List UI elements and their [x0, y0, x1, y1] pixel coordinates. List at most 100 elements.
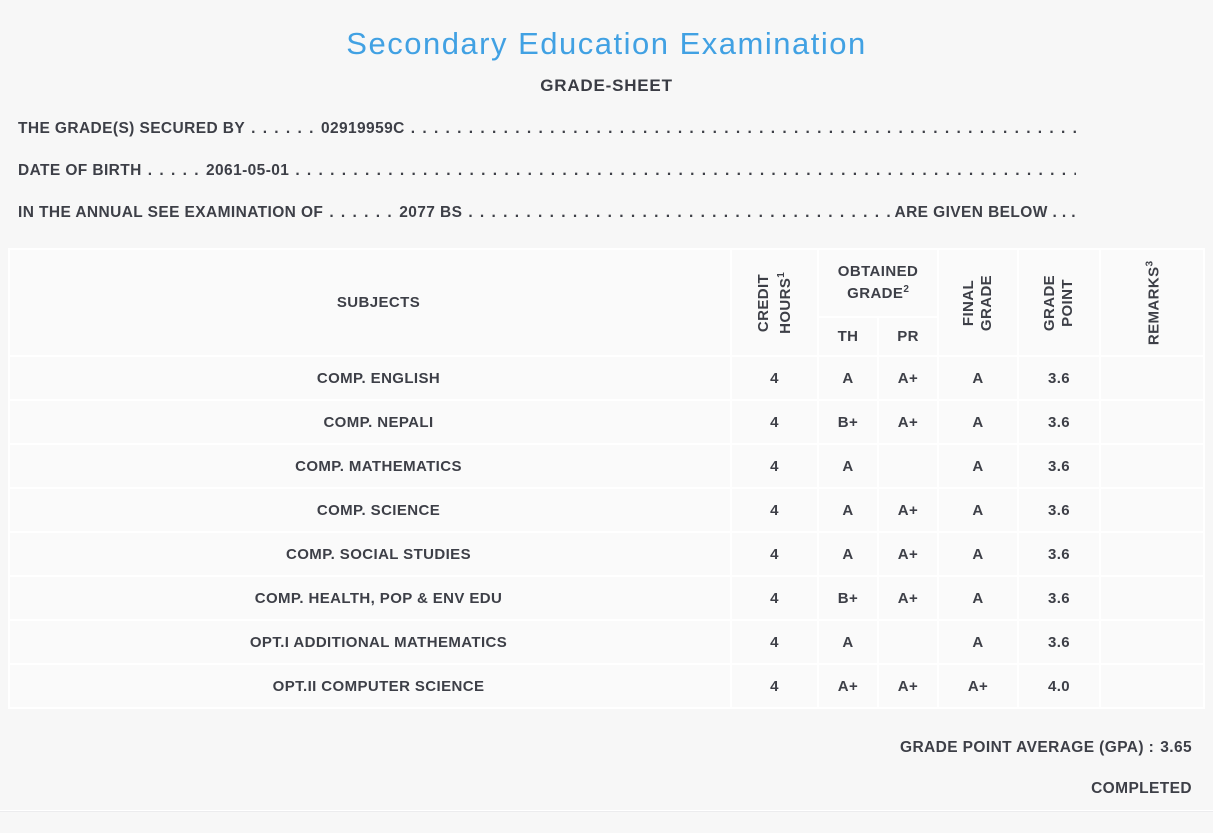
subject-cell: OPT.I ADDITIONAL MATHEMATICS [10, 621, 730, 663]
practical-grade-cell: A+ [879, 401, 938, 443]
column-header-remarks: REMARKS3 [1101, 250, 1204, 355]
final-grade-cell: A+ [939, 665, 1018, 707]
column-header-subjects: SUBJECTS [10, 250, 730, 355]
dotted-fill: . . . . . . . . . . . . . . . . . . . . … [410, 120, 1076, 137]
grade-point-cell: 3.6 [1019, 577, 1100, 619]
remarks-cell [1101, 445, 1204, 487]
table-row: OPT.II COMPUTER SCIENCE 4 A+ A+ A+ 4.0 [10, 665, 1204, 707]
dotted-fill: . . . . . . [329, 204, 394, 221]
table-row: COMP. SCIENCE 4 A A+ A 3.6 [10, 489, 1204, 531]
column-header-theory: TH [819, 318, 877, 355]
credit-hours-cell: 4 [732, 533, 817, 575]
gpa-label: GRADE POINT AVERAGE (GPA) : [900, 739, 1155, 756]
credit-hours-cell: 4 [732, 577, 817, 619]
theory-grade-cell: A [819, 621, 877, 663]
credit-hours-cell: 4 [732, 357, 817, 399]
practical-grade-cell [879, 621, 938, 663]
subject-cell: COMP. SOCIAL STUDIES [10, 533, 730, 575]
practical-grade-cell: A+ [879, 533, 938, 575]
info-line-date-of-birth: DATE OF BIRTH . . . . . 2061-05-01 . . .… [18, 162, 1076, 182]
status-text: COMPLETED [1091, 780, 1192, 797]
theory-grade-cell: A [819, 533, 877, 575]
table-row: COMP. HEALTH, POP & ENV EDU 4 B+ A+ A 3.… [10, 577, 1204, 619]
credit-hours-cell: 4 [732, 401, 817, 443]
result-footer: GRADE POINT AVERAGE (GPA) : 3.65 COMPLETE… [0, 739, 1213, 812]
subject-cell: COMP. SCIENCE [10, 489, 730, 531]
remarks-cell [1101, 621, 1204, 663]
grade-point-cell: 4.0 [1019, 665, 1100, 707]
theory-grade-cell: A [819, 489, 877, 531]
table-row: COMP. SOCIAL STUDIES 4 A A+ A 3.6 [10, 533, 1204, 575]
subject-cell: COMP. NEPALI [10, 401, 730, 443]
remarks-cell [1101, 533, 1204, 575]
table-row: COMP. NEPALI 4 B+ A+ A 3.6 [10, 401, 1204, 443]
table-row: OPT.I ADDITIONAL MATHEMATICS 4 A A 3.6 [10, 621, 1204, 663]
info-label: THE GRADE(S) SECURED BY [18, 120, 246, 137]
info-line-examination-year: IN THE ANNUAL SEE EXAMINATION OF . . . .… [18, 204, 1076, 224]
final-grade-cell: A [939, 401, 1018, 443]
page-subtitle: GRADE-SHEET [540, 76, 673, 95]
final-grade-cell: A [939, 489, 1018, 531]
grade-point-cell: 3.6 [1019, 533, 1100, 575]
theory-grade-cell: A [819, 357, 877, 399]
final-grade-cell: A [939, 445, 1018, 487]
practical-grade-cell: A+ [879, 357, 938, 399]
subject-cell: OPT.II COMPUTER SCIENCE [10, 665, 730, 707]
grade-point-cell: 3.6 [1019, 401, 1100, 443]
remarks-cell [1101, 357, 1204, 399]
grade-point-cell: 3.6 [1019, 489, 1100, 531]
column-header-practical: PR [879, 318, 938, 355]
theory-grade-cell: B+ [819, 577, 877, 619]
dotted-fill: . . . . . . [251, 120, 315, 137]
grade-point-cell: 3.6 [1019, 357, 1100, 399]
info-suffix: ARE GIVEN BELOW . . . [894, 204, 1076, 221]
info-line-grades-secured-by: THE GRADE(S) SECURED BY . . . . . . 0291… [18, 120, 1076, 140]
theory-grade-cell: B+ [819, 401, 877, 443]
table-subheader-row: TH PR [10, 318, 1203, 355]
credit-hours-cell: 4 [732, 665, 817, 707]
table-row: COMP. ENGLISH 4 A A+ A 3.6 [10, 357, 1204, 399]
remarks-cell [1101, 401, 1204, 443]
dotted-fill: . . . . . [147, 162, 201, 179]
table-row: COMP. MATHEMATICS 4 A A 3.6 [10, 445, 1204, 487]
practical-grade-cell [879, 445, 938, 487]
grade-point-cell: 3.6 [1019, 445, 1100, 487]
date-of-birth-value: 2061-05-01 [206, 162, 290, 179]
subject-cell: COMP. ENGLISH [10, 357, 730, 399]
dotted-fill: . . . . . . . . . . . . . . . . . . . . … [295, 162, 1076, 179]
final-grade-cell: A [939, 577, 1018, 619]
column-header-final-grade: FINAL GRADE [939, 250, 1018, 355]
gpa-line: GRADE POINT AVERAGE (GPA) : 3.65 [0, 739, 1213, 757]
column-header-credit-hours: CREDIT HOURS1 [732, 250, 817, 355]
info-label: IN THE ANNUAL SEE EXAMINATION OF [18, 204, 324, 221]
candidate-info: THE GRADE(S) SECURED BY . . . . . . 0291… [18, 120, 1213, 224]
column-header-grade-point: GRADE POINT [1019, 250, 1100, 355]
subject-cell: COMP. MATHEMATICS [10, 445, 730, 487]
page-title: Secondary Education Examination [346, 26, 867, 61]
credit-hours-cell: 4 [732, 621, 817, 663]
candidate-symbol-number: 02919959C [320, 120, 405, 137]
dotted-fill: . . . . . . . . . . . . . . . . . . . . … [468, 204, 890, 221]
remarks-cell [1101, 489, 1204, 531]
table-header-row: SUBJECTS CREDIT HOURS1 OBTAINED GRADE2 F [10, 250, 1204, 355]
final-grade-cell: A [939, 533, 1018, 575]
remarks-cell [1101, 665, 1204, 707]
final-grade-cell: A [939, 621, 1018, 663]
info-label: DATE OF BIRTH [18, 162, 142, 179]
gpa-value: 3.65 [1160, 739, 1192, 756]
credit-hours-cell: 4 [732, 489, 817, 531]
credit-hours-cell: 4 [732, 445, 817, 487]
grades-table: SUBJECTS CREDIT HOURS1 OBTAINED GRADE2 F [8, 248, 1206, 709]
remarks-cell [1101, 577, 1204, 619]
bottom-divider [0, 810, 1213, 812]
theory-grade-cell: A+ [819, 665, 877, 707]
final-grade-cell: A [939, 357, 1018, 399]
grade-point-cell: 3.6 [1019, 621, 1100, 663]
subject-cell: COMP. HEALTH, POP & ENV EDU [10, 577, 730, 619]
examination-year-value: 2077 BS [399, 204, 463, 221]
theory-grade-cell: A [819, 445, 877, 487]
practical-grade-cell: A+ [879, 665, 938, 707]
column-header-obtained-grade: OBTAINED GRADE2 [819, 250, 938, 316]
grade-sheet-page: Secondary Education Examination GRADE-SH… [0, 26, 1213, 833]
practical-grade-cell: A+ [879, 577, 938, 619]
